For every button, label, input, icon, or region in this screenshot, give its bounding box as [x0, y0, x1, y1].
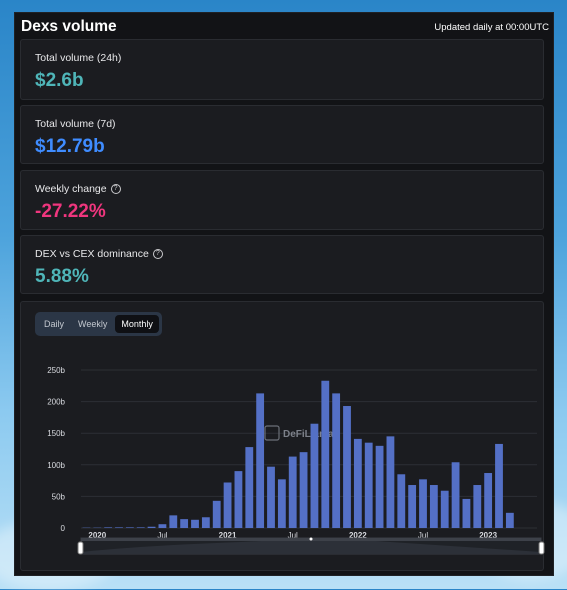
volume-bar[interactable]	[213, 501, 221, 528]
dex-volume-panel: Dexs volume Updated daily at 00:00UTC To…	[14, 12, 554, 576]
volume-bar[interactable]	[430, 485, 438, 528]
volume-bar[interactable]	[311, 424, 319, 528]
y-tick-label: 50b	[52, 492, 66, 501]
stat-card-dex-cex-dominance: DEX vs CEX dominance ? 5.88%	[20, 235, 544, 294]
volume-bar[interactable]	[148, 527, 156, 528]
volume-bar[interactable]	[202, 517, 210, 528]
volume-bar[interactable]	[441, 491, 449, 528]
stat-value: 5.88%	[35, 266, 89, 288]
volume-bar[interactable]	[115, 527, 123, 528]
volume-bar[interactable]	[484, 473, 492, 528]
volume-bar[interactable]	[126, 527, 134, 528]
help-icon[interactable]: ?	[111, 184, 121, 194]
panel-header: Dexs volume Updated daily at 00:00UTC	[19, 17, 549, 39]
volume-bar[interactable]	[159, 524, 167, 528]
slider-right-handle[interactable]	[539, 542, 544, 554]
y-tick-label: 200b	[47, 398, 65, 407]
slider-left-handle[interactable]	[78, 542, 83, 554]
page-title: Dexs volume	[21, 18, 117, 36]
y-tick-label: 250b	[47, 366, 65, 375]
volume-bar[interactable]	[245, 447, 253, 528]
volume-bar[interactable]	[376, 446, 384, 528]
range-slider[interactable]	[78, 538, 544, 555]
volume-bar[interactable]	[365, 443, 373, 528]
volume-bar[interactable]	[191, 520, 199, 528]
volume-bar[interactable]	[104, 527, 112, 528]
volume-bar[interactable]	[473, 485, 481, 528]
volume-bar[interactable]	[408, 485, 416, 528]
volume-bar[interactable]	[278, 479, 286, 528]
y-tick-label: 0	[61, 524, 66, 533]
stat-value: $12.79b	[35, 136, 105, 158]
slider-center-grip[interactable]	[310, 538, 313, 541]
volume-bar[interactable]	[452, 462, 460, 528]
volume-bar[interactable]	[463, 499, 471, 528]
stat-label: Weekly change	[35, 183, 107, 195]
volume-bar[interactable]	[235, 471, 243, 528]
volume-bar[interactable]	[137, 527, 145, 528]
stat-value: -27.22%	[35, 201, 106, 223]
y-tick-label: 150b	[47, 429, 65, 438]
volume-bar[interactable]	[289, 457, 297, 528]
volume-bar[interactable]	[495, 444, 503, 528]
stat-card-volume-24h: Total volume (24h) $2.6b	[20, 39, 544, 100]
volume-bar[interactable]	[267, 467, 275, 528]
stat-value: $2.6b	[35, 70, 84, 92]
y-tick-label: 100b	[47, 461, 65, 470]
volume-bar[interactable]	[332, 393, 340, 528]
update-note: Updated daily at 00:00UTC	[434, 22, 549, 33]
volume-bar[interactable]	[224, 483, 232, 529]
stat-card-volume-7d: Total volume (7d) $12.79b	[20, 105, 544, 164]
volume-bar[interactable]	[419, 479, 427, 528]
volume-bar[interactable]	[343, 406, 351, 528]
stat-label: DEX vs CEX dominance	[35, 248, 149, 260]
volume-bar[interactable]	[387, 436, 395, 528]
stat-card-weekly-change: Weekly change ? -27.22%	[20, 170, 544, 230]
stat-label: Total volume (24h)	[35, 52, 121, 64]
help-icon[interactable]: ?	[153, 249, 163, 259]
volume-bar[interactable]	[256, 393, 264, 528]
volume-bar[interactable]	[169, 515, 177, 528]
stat-label: Total volume (7d)	[35, 118, 116, 130]
volume-bar[interactable]	[506, 513, 514, 528]
volume-bar[interactable]	[180, 519, 188, 528]
volume-bar[interactable]	[397, 474, 405, 528]
volume-bar[interactable]	[300, 452, 308, 528]
volume-bar[interactable]	[354, 439, 362, 528]
volume-bar[interactable]	[321, 381, 329, 528]
